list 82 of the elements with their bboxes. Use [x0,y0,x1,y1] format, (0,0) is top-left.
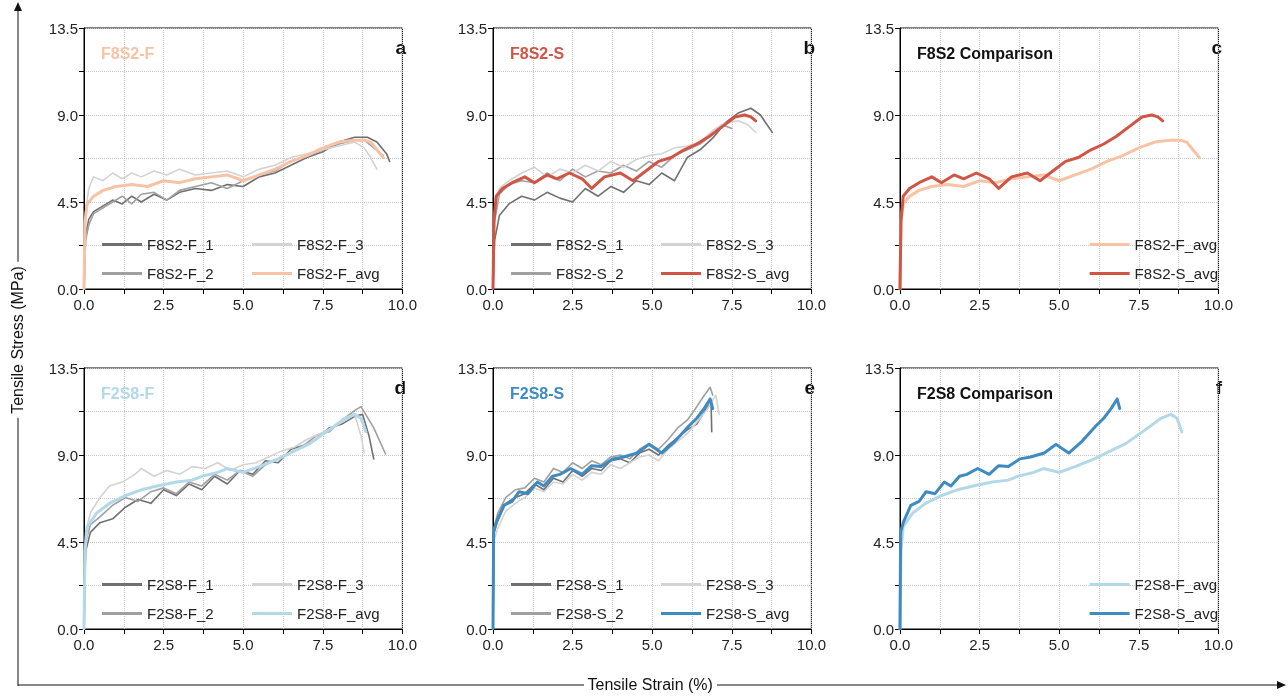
x-tick-label: 2.5 [969,296,991,313]
text: F2S8 Comparison [917,384,1054,402]
legend-label: F8S2-S_1 [556,236,624,253]
legend-label: F2S8-F_avg [297,605,380,622]
y-tick-label: 9.0 [466,106,487,124]
legend-label: F8S2-S_avg [706,265,790,282]
x-tick-label: 7.5 [721,296,743,313]
text: F2S8-S [510,384,565,402]
legend-label: F2S8-F_avg [1134,576,1218,593]
x-tick-label: 5.0 [1048,636,1070,653]
x-tick-label: 5.0 [232,296,254,313]
y-tick-label: 4.5 [873,533,894,551]
x-tick-label: 0.0 [482,636,504,653]
x-tick-label: 10.0 [387,636,417,653]
legend-label: F8S2-F_1 [147,236,214,253]
x-tick-label: 5.0 [232,636,254,653]
y-tick-label: 9.0 [57,106,78,124]
x-tick-label: 10.0 [387,296,417,313]
y-tick-label: 13.5 [48,19,78,37]
x-tick-label: 10.0 [1203,296,1233,313]
y-tick-label: 0.0 [873,280,894,298]
text: F8S2 Comparison [917,44,1054,62]
x-tick-label: 7.5 [312,296,334,313]
x-tick-label: 10.0 [796,296,826,313]
x-tick-label: 0.0 [889,296,911,313]
y-tick-label: 9.0 [57,446,78,464]
y-tick-label: 4.5 [873,193,894,211]
x-tick-label: 5.0 [1048,296,1070,313]
legend-label: F2S8-F_3 [297,576,364,593]
text: F8S2-F [101,44,155,62]
x-tick-label: 2.5 [562,296,584,313]
legend-label: F2S8-S_3 [706,576,774,593]
x-tick-label: 7.5 [1128,636,1150,653]
x-tick-label: 2.5 [153,296,175,313]
y-tick-label: 0.0 [466,620,487,638]
y-tick-label: 13.5 [864,359,894,377]
x-tick-label: 0.0 [482,296,504,313]
x-tick-label: 5.0 [641,296,663,313]
y-tick-label: 4.5 [57,193,78,211]
legend-label: F8S2-S_2 [556,265,624,282]
x-tick-label: 0.0 [73,296,95,313]
x-tick-label: 10.0 [796,636,826,653]
legend-label: F8S2-S_avg [1134,265,1219,282]
x-tick-label: 0.0 [73,636,95,653]
y-tick-label: 4.5 [466,193,487,211]
legend-label: F8S2-F_3 [297,236,364,253]
y-tick-label: 13.5 [457,19,487,37]
y-tick-label: 4.5 [466,533,487,551]
y-tick-label: 0.0 [466,280,487,298]
y-tick-label: 9.0 [466,446,487,464]
x-tick-label: 2.5 [969,636,991,653]
y-tick-label: 9.0 [873,446,894,464]
legend-label: F2S8-S_2 [556,605,624,622]
x-tick-label: 2.5 [562,636,584,653]
x-tick-label: 7.5 [312,636,334,653]
legend-label: F8S2-F_avg [1134,236,1218,253]
x-tick-label: 7.5 [721,636,743,653]
legend-label: F2S8-S_1 [556,576,624,593]
y-axis-title: Tensile Stress (MPa) [8,262,27,418]
text: F2S8-F [101,384,155,402]
legend-label: F2S8-F_1 [147,576,214,593]
y-tick-label: 13.5 [457,359,487,377]
y-tick-label: 13.5 [864,19,894,37]
x-tick-label: 10.0 [1203,636,1233,653]
legend-label: F8S2-S_3 [706,236,774,253]
x-tick-label: 7.5 [1128,296,1150,313]
x-axis-title: Tensile Strain (%) [583,676,717,694]
x-tick-label: 0.0 [889,636,911,653]
legend-label: F8S2-F_avg [297,265,380,282]
y-tick-label: 9.0 [873,106,894,124]
y-tick-label: 0.0 [57,280,78,298]
legend-label: F8S2-F_2 [147,265,214,282]
text: F8S2-S [510,44,565,62]
legend-label: F2S8-S_avg [706,605,790,622]
x-tick-label: 5.0 [641,636,663,653]
legend-label: F2S8-S_avg [1134,605,1219,622]
y-tick-label: 13.5 [48,359,78,377]
x-tick-label: 2.5 [153,636,175,653]
y-tick-label: 0.0 [873,620,894,638]
y-tick-label: 4.5 [57,533,78,551]
legend-label: F2S8-F_2 [147,605,214,622]
y-tick-label: 0.0 [57,620,78,638]
